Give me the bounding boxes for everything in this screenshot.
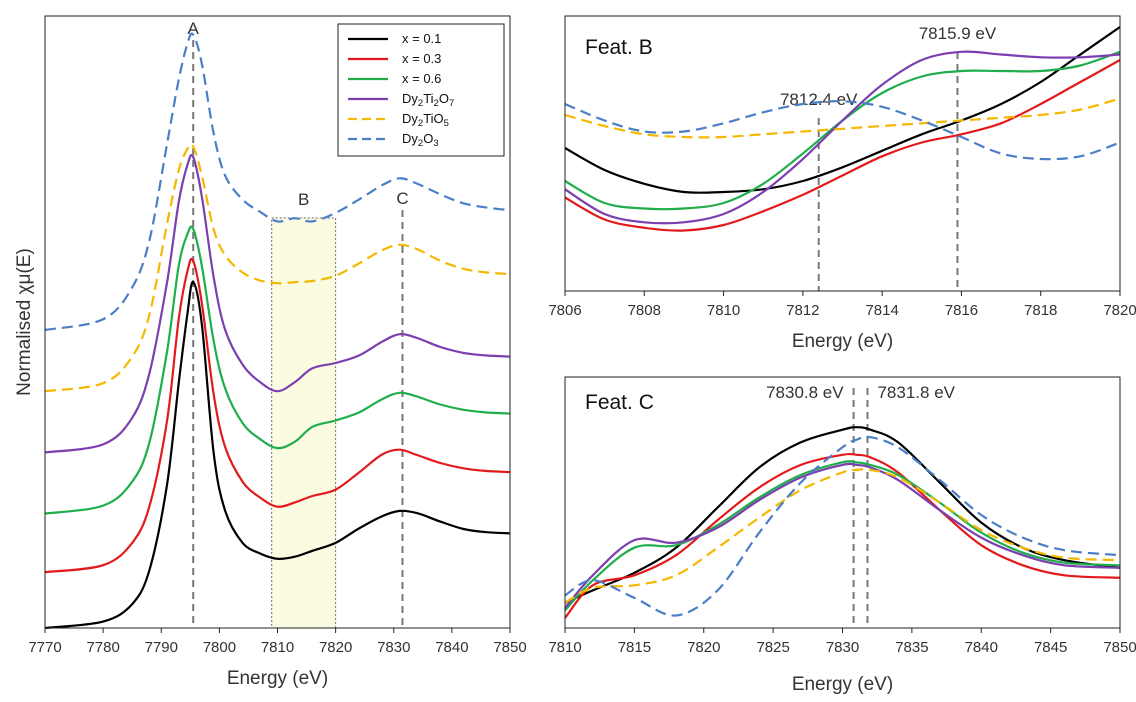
x-tick-label: 7815 <box>618 639 651 656</box>
x-tick-label: 7835 <box>895 639 928 656</box>
legend-box <box>337 23 505 157</box>
legend-text-part: 2 <box>418 118 423 129</box>
x-tick-label: 7790 <box>145 639 178 656</box>
series-line-d2o3 <box>564 100 1121 161</box>
main-y-axis-title: Normalised χμ(E) <box>14 248 35 396</box>
x-tick-label: 7808 <box>628 302 661 319</box>
x-tick-label: 7810 <box>707 302 740 319</box>
legend-text-part: x = 0.3 <box>402 51 441 66</box>
x-tick-label: 7850 <box>493 639 526 656</box>
x-tick-label: 7818 <box>1024 302 1057 319</box>
series-line-dtio5 <box>44 143 511 393</box>
legend-text-part: TiO <box>423 111 443 126</box>
series-line-dti2 <box>564 462 1121 609</box>
legend-entry-x06: x = 0.6 <box>402 71 441 86</box>
series-line-dtio5 <box>564 468 1121 604</box>
x-tick-label: 7806 <box>548 302 581 319</box>
series-line-x03 <box>44 257 511 574</box>
x-tick-label: 7840 <box>435 639 468 656</box>
legend-text-part: 5 <box>444 118 449 129</box>
legend-entry-x01: x = 0.1 <box>402 31 441 46</box>
series-line-x01 <box>564 426 1121 604</box>
x-tick-label: 7810 <box>261 639 294 656</box>
main-series <box>44 32 511 630</box>
legend-text-part: O <box>439 91 449 106</box>
x-tick-label: 7820 <box>687 639 720 656</box>
series-line-x03 <box>564 59 1121 232</box>
legend-text-part: Dy <box>402 111 418 126</box>
x-tick-label: 7800 <box>203 639 236 656</box>
main-ticks: 7770 7780 7790 7800 7810 7820 7830 7840 7850 <box>28 628 527 656</box>
legend-text-part: 2 <box>434 98 439 109</box>
x-tick-label: 7845 <box>1034 639 1067 656</box>
series-line-dtio5 <box>564 97 1121 139</box>
x-tick-label: 7830 <box>377 639 410 656</box>
main-reference-lines <box>192 40 404 628</box>
series-line-d2o3 <box>44 32 511 332</box>
feat-b-markers: 7812.4 eV 7815.9 eV <box>780 24 997 291</box>
x-tick-label: 7812 <box>786 302 819 319</box>
legend-entry-dti2: Dy2Ti2O7 <box>402 91 454 109</box>
marker-label: 7812.4 eV <box>780 90 858 109</box>
legend-text-part: 2 <box>418 138 423 149</box>
feat-b-title: Feat. B <box>585 36 653 59</box>
x-tick-label: 7820 <box>319 639 352 656</box>
feat-c-title: Feat. C <box>585 391 654 414</box>
feat-b-x-axis-title: Energy (eV) <box>792 331 893 352</box>
x-tick-label: 7780 <box>86 639 119 656</box>
legend-entry-dtio5: Dy2TiO5 <box>402 111 449 129</box>
x-tick-label: 7820 <box>1103 302 1136 319</box>
legend-text-part: 7 <box>449 98 454 109</box>
marker-label: 7830.8 eV <box>766 383 844 402</box>
main-x-axis-title: Energy (eV) <box>227 668 328 689</box>
x-tick-label: 7770 <box>28 639 61 656</box>
series-line-d2o3 <box>564 435 1121 617</box>
series-line-x01 <box>44 280 511 630</box>
legend-text-part: Ti <box>423 91 433 106</box>
legend-text-part: 3 <box>433 138 438 149</box>
legend-text-part: 2 <box>418 98 423 109</box>
annotation-label-B: B <box>298 190 309 209</box>
feat-b-plot-frame <box>564 15 1121 292</box>
annotation-label-A: A <box>188 19 200 38</box>
feat-c-series <box>564 426 1121 619</box>
feat-c-ticks: 7810 7815 7820 7825 7830 7835 7840 7845 7850 <box>548 628 1136 656</box>
feat-c-markers: 7830.8 eV 7831.8 eV <box>766 383 956 628</box>
x-tick-label: 7850 <box>1103 639 1136 656</box>
feat-c-x-axis-title: Energy (eV) <box>792 674 893 695</box>
legend-text-part: x = 0.1 <box>402 31 441 46</box>
x-tick-label: 7825 <box>756 639 789 656</box>
series-line-x06 <box>44 225 511 515</box>
x-tick-label: 7814 <box>865 302 898 319</box>
feat-b-series <box>564 26 1121 232</box>
x-tick-label: 7810 <box>548 639 581 656</box>
marker-label: 7831.8 eV <box>877 383 955 402</box>
legend-text-part: Dy <box>402 131 418 146</box>
legend-entry-x03: x = 0.3 <box>402 51 441 66</box>
main-annotations: A B C <box>188 19 409 209</box>
legend: x = 0.1x = 0.3x = 0.6Dy2Ti2O7Dy2TiO5Dy2O… <box>337 23 505 157</box>
main-panel: 7770 7780 7790 7800 7810 7820 7830 7840 7850 Ene… <box>14 15 527 689</box>
series-line-x03 <box>564 452 1121 619</box>
x-tick-label: 7830 <box>826 639 859 656</box>
x-tick-label: 7840 <box>965 639 998 656</box>
feat-c-plot-frame <box>564 376 1121 629</box>
legend-text-part: O <box>423 131 433 146</box>
legend-entry-d2o3: Dy2O3 <box>402 131 439 149</box>
x-tick-label: 7816 <box>945 302 978 319</box>
feat-b-ticks: 7806 7808 7810 7812 7814 7816 7818 7820 <box>548 291 1136 319</box>
series-line-dti2 <box>564 50 1121 225</box>
marker-label: 7815.9 eV <box>919 24 997 43</box>
series-line-x06 <box>564 460 1121 612</box>
legend-text-part: x = 0.6 <box>402 71 441 86</box>
legend-text-part: Dy <box>402 91 418 106</box>
feat-c-panel: 7830.8 eV 7831.8 eV 7810 7815 7820 7825 7830 7… <box>548 376 1136 695</box>
series-line-dti2 <box>44 153 511 454</box>
annotation-label-C: C <box>396 189 408 208</box>
series-line-x01 <box>564 26 1121 194</box>
